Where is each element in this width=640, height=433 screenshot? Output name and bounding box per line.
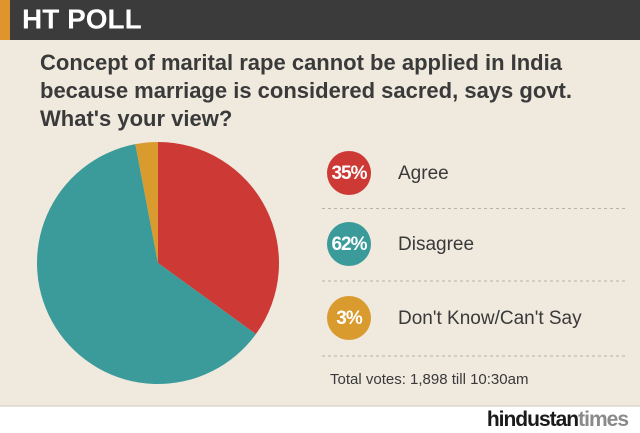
legend-label: Don't Know/Can't Say — [398, 308, 582, 329]
question-line: because marriage is considered sacred, s… — [40, 78, 572, 103]
header-bar — [0, 0, 640, 40]
legend-label: Agree — [398, 163, 449, 184]
total-votes: Total votes: 1,898 till 10:30am — [330, 371, 528, 388]
footer-bar — [0, 406, 640, 433]
pie-slice — [158, 142, 279, 335]
header-accent — [0, 0, 10, 40]
question: Concept of marital rape cannot be applie… — [40, 50, 572, 131]
value-label: 3% — [336, 308, 363, 329]
question-line: Concept of marital rape cannot be applie… — [40, 50, 563, 75]
pie-slice — [135, 142, 158, 263]
brand-part: hindustan — [487, 408, 578, 431]
legend-badge — [327, 151, 371, 195]
brand-logo: hindustantimes — [487, 408, 629, 431]
question-line: What's your view? — [40, 106, 232, 131]
legend-badge — [327, 222, 371, 266]
header-title: HT POLL — [22, 3, 142, 34]
value-label: 35% — [331, 163, 367, 184]
legend-badge — [327, 296, 371, 340]
brand-part: times — [578, 408, 628, 431]
value-label: 62% — [331, 234, 367, 255]
legend-label: Disagree — [398, 234, 474, 255]
pie-slice — [36, 144, 256, 384]
